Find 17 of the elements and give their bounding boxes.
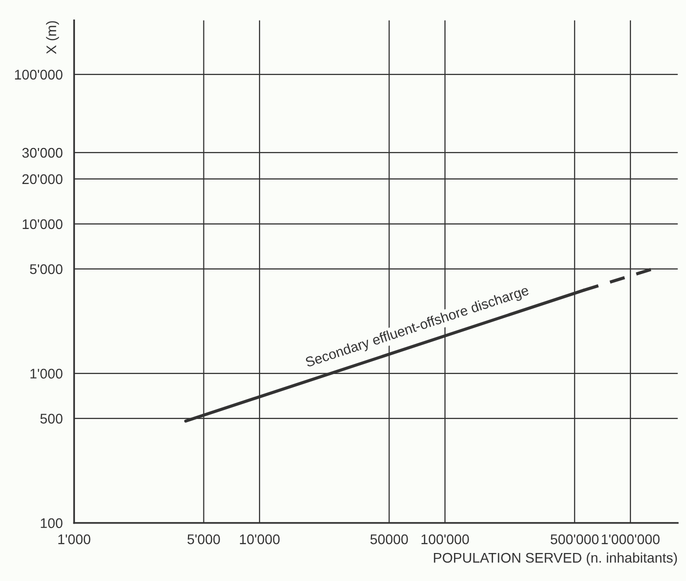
y-tick-label: 20'000 [22,174,62,184]
y-axis-title: X (m) [46,21,59,54]
x-tick-label: 500'000 [550,534,599,544]
x-axis-title: POPULATION SERVED (n. inhabitants) [434,552,677,566]
y-tick-label: 30'000 [22,148,62,158]
x-tick-label: 10'000 [240,534,280,544]
y-tick-label: 10'000 [22,219,62,230]
x-tick-label: 1'000'000 [602,534,660,544]
x-tick-label: 50000 [370,534,408,544]
x-tick-label: 5'000 [187,534,220,544]
y-tick-label: 100 [40,518,62,528]
y-tick-label: 500 [40,414,62,424]
x-tick-label: 1'000 [58,534,90,544]
y-tick-label: 1'000 [30,368,62,379]
y-tick-label: 100'000 [15,70,62,80]
x-tick-label: 100'000 [422,534,469,544]
y-tick-label: 5'000 [30,264,62,274]
